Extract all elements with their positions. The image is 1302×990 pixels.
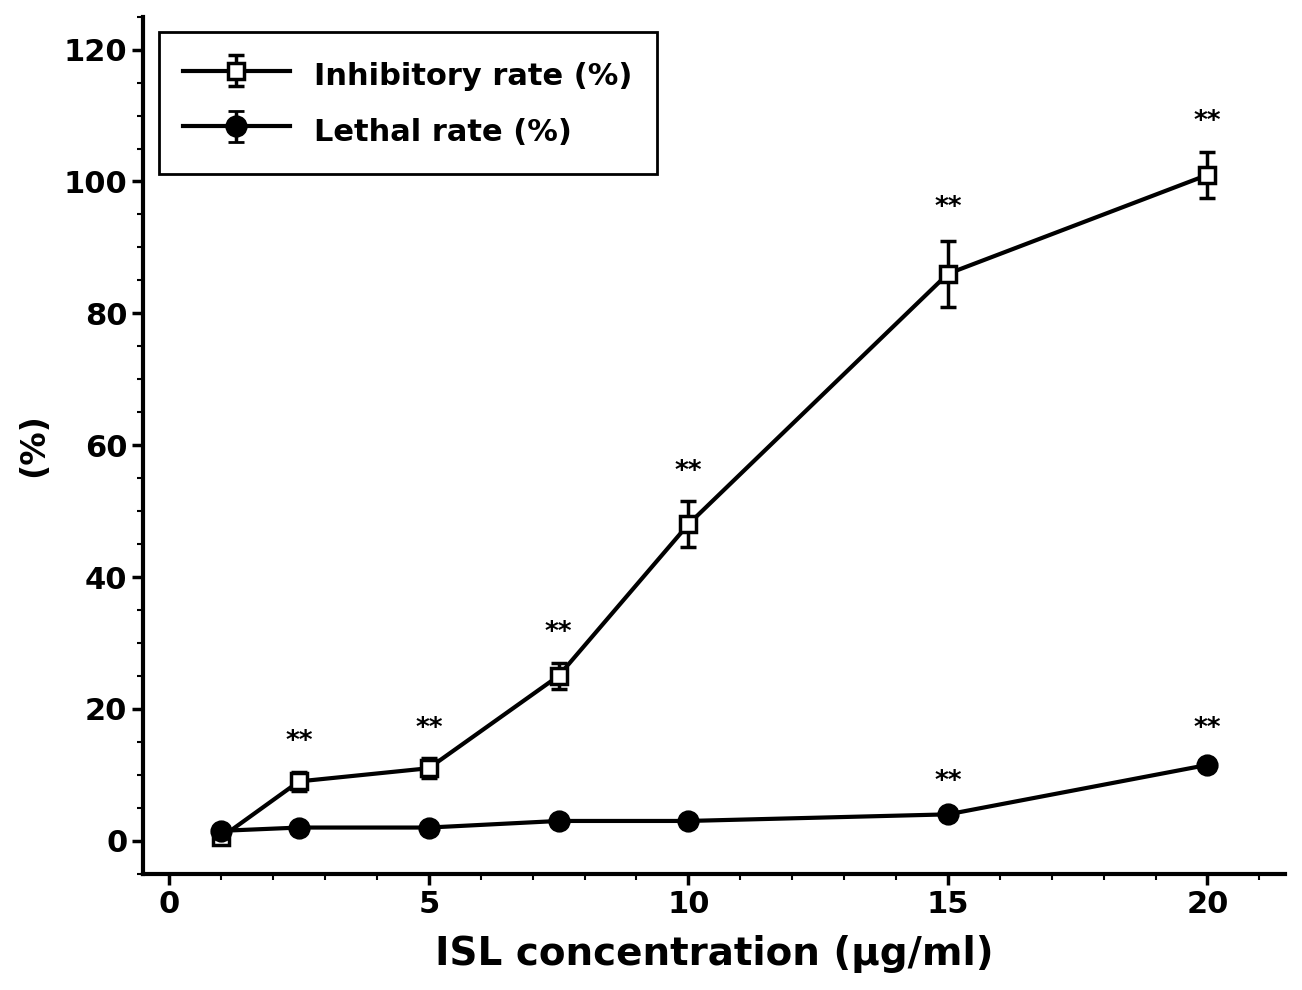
Text: **: ** (285, 729, 312, 755)
Text: **: ** (674, 458, 702, 485)
Text: **: ** (934, 768, 962, 795)
Text: **: ** (1194, 716, 1221, 742)
Text: **: ** (415, 716, 443, 742)
Legend: Inhibitory rate (%), Lethal rate (%): Inhibitory rate (%), Lethal rate (%) (159, 32, 658, 173)
Text: **: ** (544, 621, 573, 646)
Text: **: ** (934, 195, 962, 221)
X-axis label: ISL concentration (μg/ml): ISL concentration (μg/ml) (435, 936, 993, 973)
Y-axis label: (%): (%) (17, 413, 49, 477)
Text: **: ** (1194, 109, 1221, 136)
